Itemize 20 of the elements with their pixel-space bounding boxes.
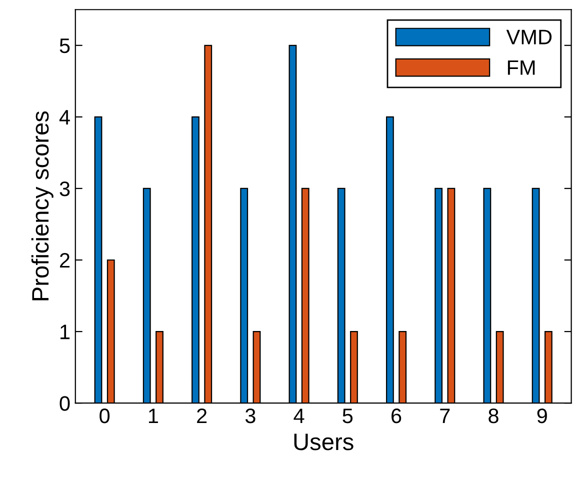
x-tick-label: 9: [537, 408, 547, 424]
x-tick-label: 8: [488, 408, 498, 424]
x-tick-label: 2: [197, 408, 207, 424]
x-tick-label: 1: [148, 408, 158, 424]
y-tick-label: 1: [60, 324, 70, 340]
y-axis-title: Proficiency scores: [31, 111, 54, 300]
y-tick-label: 3: [60, 181, 70, 196]
x-axis-title: Users: [294, 434, 354, 450]
y-tick-label: 5: [60, 38, 70, 54]
legend-label: FM: [508, 60, 535, 75]
legend-label: VMD: [506, 30, 552, 44]
x-tick-label: 4: [294, 408, 304, 424]
y-tick-label: 2: [60, 253, 70, 268]
x-tick-label: 3: [245, 408, 256, 424]
x-tick-label: 6: [392, 408, 402, 424]
x-tick-label: 7: [440, 408, 450, 424]
y-tick-label: 4: [59, 110, 70, 124]
x-tick-label: 5: [342, 408, 353, 424]
y-tick-label: 0: [60, 396, 70, 411]
x-tick-label: 0: [100, 408, 110, 424]
